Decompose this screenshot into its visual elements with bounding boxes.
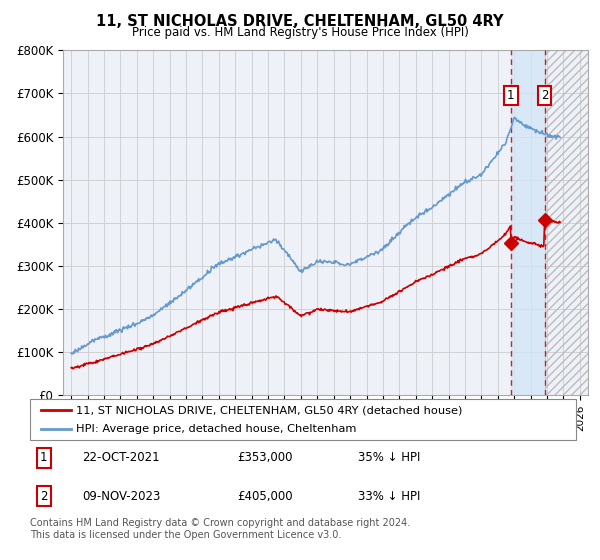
Text: 2: 2 <box>40 490 47 503</box>
Bar <box>511 50 545 395</box>
Text: 22-OCT-2021: 22-OCT-2021 <box>82 451 160 464</box>
Bar <box>545 50 596 395</box>
Text: 1: 1 <box>40 451 47 464</box>
Text: £405,000: £405,000 <box>238 490 293 503</box>
Text: £353,000: £353,000 <box>238 451 293 464</box>
Text: 35% ↓ HPI: 35% ↓ HPI <box>358 451 420 464</box>
Text: 11, ST NICHOLAS DRIVE, CHELTENHAM, GL50 4RY (detached house): 11, ST NICHOLAS DRIVE, CHELTENHAM, GL50 … <box>76 405 463 415</box>
Text: Price paid vs. HM Land Registry's House Price Index (HPI): Price paid vs. HM Land Registry's House … <box>131 26 469 39</box>
Text: 33% ↓ HPI: 33% ↓ HPI <box>358 490 420 503</box>
Text: 11, ST NICHOLAS DRIVE, CHELTENHAM, GL50 4RY: 11, ST NICHOLAS DRIVE, CHELTENHAM, GL50 … <box>96 14 504 29</box>
Text: Contains HM Land Registry data © Crown copyright and database right 2024.
This d: Contains HM Land Registry data © Crown c… <box>30 518 410 540</box>
Text: 2: 2 <box>541 88 548 102</box>
Text: 09-NOV-2023: 09-NOV-2023 <box>82 490 160 503</box>
Text: 1: 1 <box>507 88 515 102</box>
FancyBboxPatch shape <box>30 399 576 440</box>
Bar <box>545 50 596 395</box>
Text: HPI: Average price, detached house, Cheltenham: HPI: Average price, detached house, Chel… <box>76 424 357 433</box>
